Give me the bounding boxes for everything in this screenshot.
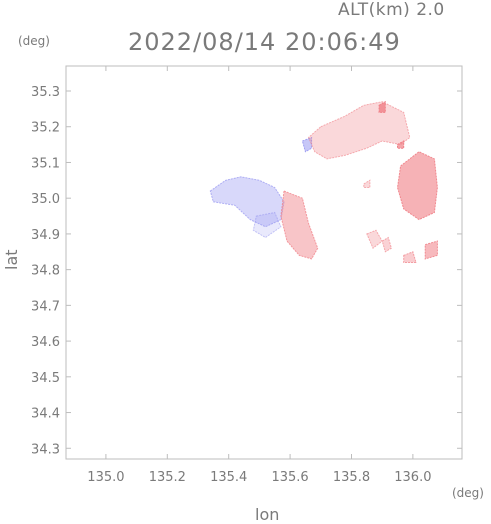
- x-axis-label: lon: [255, 505, 280, 524]
- region-positive-10: [397, 140, 405, 149]
- region-positive-12: [363, 179, 371, 188]
- altitude-label: ALT(km) 2.0: [338, 0, 445, 20]
- x-axis-ticks: 135.0 135.2 135.4 135.6 135.8 136.0: [87, 66, 431, 485]
- x-tick-label: 135.4: [210, 470, 247, 485]
- y-tick-label: 35.3: [31, 85, 60, 100]
- y-tick-label: 34.6: [31, 335, 60, 350]
- region-positive-5: [396, 151, 438, 221]
- y-tick-label: 34.7: [31, 299, 60, 314]
- x-tick-label: 135.0: [87, 470, 124, 485]
- region-positive-9: [381, 236, 392, 253]
- y-tick-label: 34.4: [31, 407, 60, 422]
- plot-frame: [65, 65, 463, 460]
- region-positive-4: [307, 101, 411, 160]
- region-positive-7: [403, 251, 417, 263]
- region-positive-6: [424, 240, 438, 260]
- x-axis-unit: (deg): [452, 486, 484, 500]
- y-tick-label: 34.9: [31, 228, 60, 243]
- x-tick-label: 135.8: [333, 470, 370, 485]
- region-positive-2: [280, 190, 319, 260]
- region-positive-11: [378, 100, 386, 113]
- y-tick-label: 34.8: [31, 264, 60, 279]
- y-axis-ticks: 34.3 34.4 34.5 34.6 34.7 34.8 34.9 35.0 35.1 35.2…: [31, 85, 462, 457]
- x-tick-label: 135.2: [149, 470, 186, 485]
- y-tick-label: 35.2: [31, 121, 60, 136]
- timestamp-title: 2022/08/14 20:06:49: [128, 28, 401, 56]
- data-regions: [209, 100, 438, 263]
- x-tick-label: 135.6: [271, 470, 308, 485]
- y-tick-label: 34.3: [31, 442, 60, 457]
- y-tick-label: 35.1: [31, 156, 60, 171]
- y-tick-label: 34.5: [31, 371, 60, 386]
- region-negative-1: [252, 211, 282, 239]
- y-axis-unit: (deg): [18, 34, 50, 48]
- x-tick-label: 136.0: [394, 470, 431, 485]
- y-tick-label: 35.0: [31, 192, 60, 207]
